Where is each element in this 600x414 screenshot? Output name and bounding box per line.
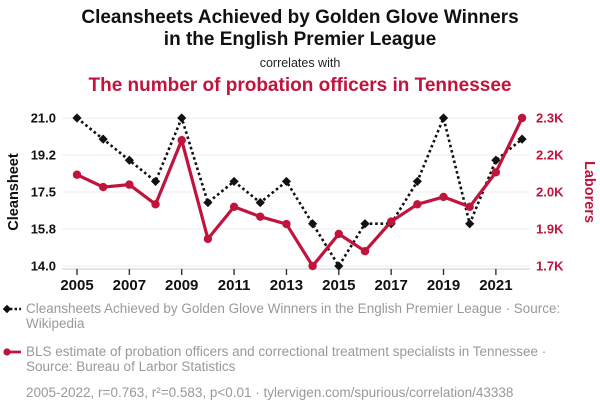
series-probation-officers-point <box>334 229 343 239</box>
series-probation-officers-point <box>517 113 527 123</box>
series-cleansheets-point <box>124 155 134 165</box>
page-title-line1: Cleansheets Achieved by Golden Glove Win… <box>81 7 519 28</box>
legend-label-cleansheets: Cleansheets Achieved by Golden Glove Win… <box>26 301 561 331</box>
series2-legend-marker-icon <box>3 348 21 356</box>
page-title-line2: in the English Premier League <box>163 29 437 50</box>
left-axis-title: Cleansheet <box>6 153 22 231</box>
series1-legend-marker-icon <box>3 304 21 314</box>
series-probation-officers-point <box>72 170 82 179</box>
x-axis-tick-label: 2005 <box>60 277 93 294</box>
series-cleansheets-point <box>334 261 344 271</box>
series-probation-officers-point <box>203 234 213 244</box>
legend-label-probation-officers: BLS estimate of probation officers and c… <box>26 344 547 374</box>
chart-subtitle: The number of probation officers in Tenn… <box>88 75 512 96</box>
series-probation-officers-point <box>413 200 422 209</box>
y-axis-tick-label-right: 1.9K <box>536 222 564 237</box>
series-probation-officers-point <box>229 202 239 211</box>
x-axis-tick-label: 2021 <box>479 277 512 294</box>
y-axis-tick-label-right: 1.7K <box>536 259 564 274</box>
chart-canvas: 14.0 1.7K 15.8 1.9K 17.5 2.0K 19.2 2.2K 21.0 2.3K… <box>6 111 597 294</box>
series-cleansheets-point <box>308 219 318 229</box>
series-probation-officers-point <box>386 217 396 226</box>
series-cleansheets-point <box>465 219 475 229</box>
series-probation-officers-point <box>282 219 291 229</box>
series-cleansheets-point <box>491 155 501 165</box>
x-axis-tick-label: 2013 <box>270 277 303 294</box>
series-probation-officers-point <box>491 168 501 177</box>
chart-legend: Cleansheets Achieved by Golden Glove Win… <box>0 301 600 374</box>
series-cleansheets-point <box>412 176 422 187</box>
y-axis-tick-label-left: 17.5 <box>31 185 56 200</box>
series-cleansheets-point <box>281 176 292 187</box>
y-axis-tick-label-right: 2.0K <box>536 185 564 200</box>
y-axis-tick-label-right: 2.3K <box>536 111 564 126</box>
series-probation-officers-point <box>98 182 108 192</box>
y-axis-tick-label-left: 15.8 <box>31 222 56 237</box>
legend-item-probation-officers: BLS estimate of probation officers and c… <box>3 344 592 374</box>
correlates-with-label: correlates with <box>259 56 341 70</box>
series-cleansheets-point <box>360 219 370 229</box>
series-probation-officers-point <box>360 247 370 256</box>
y-axis-tick-label-left: 21.0 <box>31 111 56 126</box>
series-probation-officers-point <box>125 180 134 189</box>
right-axis-title: Laborers <box>581 161 597 223</box>
series-cleansheets-point <box>72 113 82 123</box>
series-probation-officers-point <box>465 202 474 211</box>
y-axis-tick-label-right: 2.2K <box>536 148 564 163</box>
legend-item-cleansheets: Cleansheets Achieved by Golden Glove Win… <box>3 301 592 331</box>
series-probation-officers-line <box>76 117 524 269</box>
series-cleansheets-point <box>438 113 449 123</box>
series-cleansheets-point <box>177 113 187 123</box>
series-probation-officers-point <box>308 261 317 271</box>
y-axis-tick-label-left: 14.0 <box>31 259 56 274</box>
series-cleansheets-point <box>98 134 108 144</box>
x-axis-tick-label: 2009 <box>165 277 198 294</box>
series-probation-officers-point <box>439 192 448 202</box>
x-axis-tick-label: 2017 <box>374 277 407 294</box>
x-axis-tick-label: 2015 <box>322 277 355 294</box>
series-probation-officers-point <box>177 136 186 145</box>
x-axis-tick-label: 2019 <box>427 277 460 294</box>
series-cleansheets-point <box>517 134 527 144</box>
series-cleansheets-point <box>203 197 213 208</box>
x-axis-tick-label: 2007 <box>113 277 146 294</box>
chart-header: Cleansheets Achieved by Golden Glove Win… <box>0 0 600 97</box>
series-probation-officers-point <box>256 212 265 221</box>
y-axis-tick-label-left: 19.2 <box>31 148 56 163</box>
series-probation-officers-point <box>151 200 160 209</box>
stats-footer: 2005-2022, r=0.763, r²=0.583, p<0.01 · t… <box>26 385 514 400</box>
series-cleansheets-point <box>150 176 161 187</box>
x-axis-tick-label: 2011 <box>218 277 251 294</box>
series-cleansheets-line <box>76 113 523 269</box>
